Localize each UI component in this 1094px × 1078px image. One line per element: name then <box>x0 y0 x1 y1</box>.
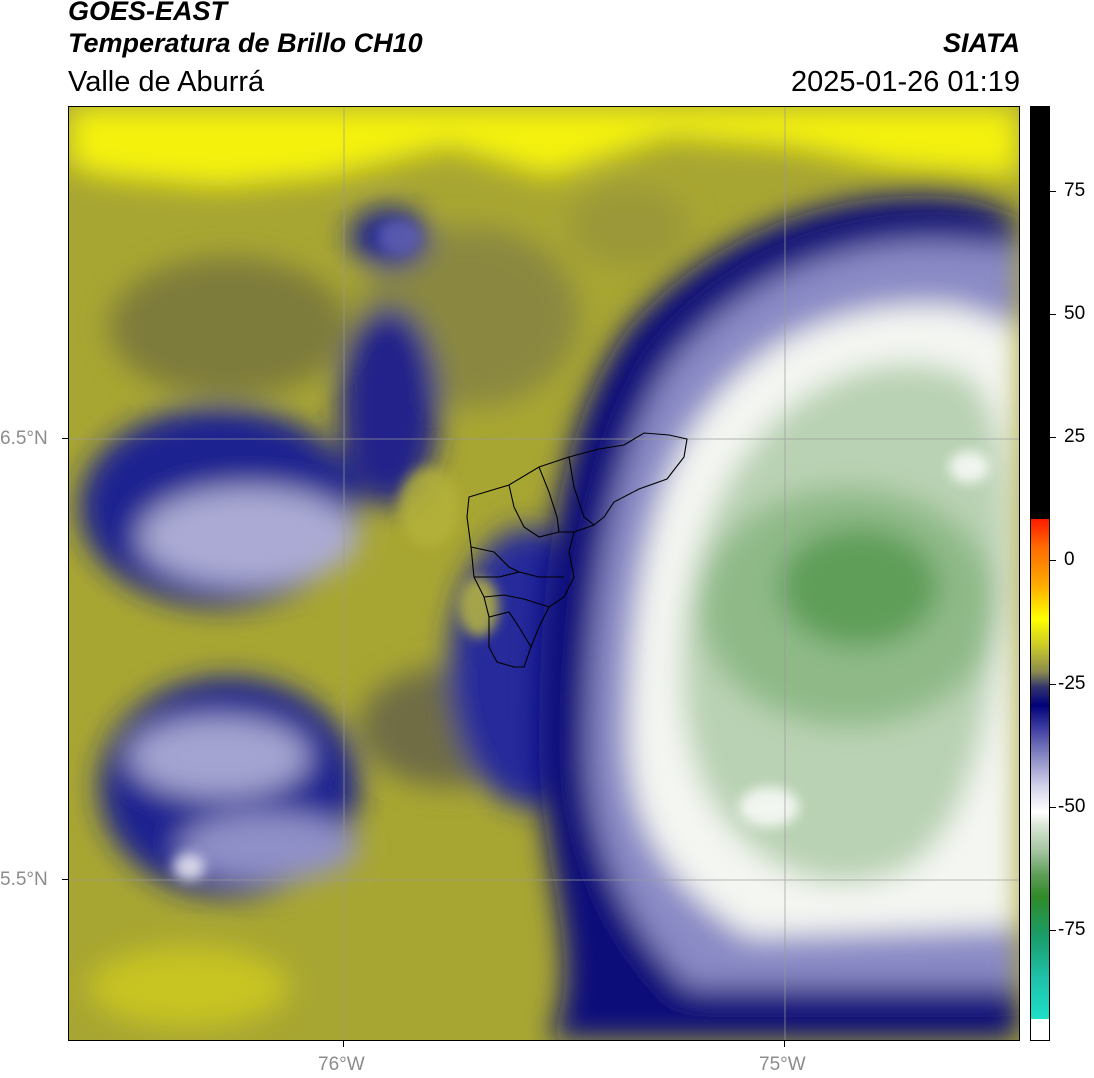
map-gridlines <box>69 107 1019 1040</box>
map-raster <box>69 107 1019 1040</box>
lon-label-76w: 76°W <box>318 1054 365 1075</box>
colorbar-tick <box>1050 191 1056 192</box>
colorbar-label-0: 0 <box>1064 549 1075 570</box>
colorbar-label-neg50: -50 <box>1058 796 1086 817</box>
lat-tick <box>62 879 68 880</box>
colorbar-tick <box>1050 930 1056 931</box>
colorbar-tick <box>1050 684 1056 685</box>
lon-label-75w: 75°W <box>759 1054 806 1075</box>
lat-label-6-5n: 6.5°N <box>0 428 48 449</box>
colorbar-label-neg25: -25 <box>1058 673 1086 694</box>
lon-tick <box>343 1041 344 1047</box>
colorbar-label-75: 75 <box>1064 180 1086 201</box>
colorbar-gradient <box>1031 107 1049 1040</box>
title-region: Valle de Aburrá <box>68 66 265 98</box>
brightness-temperature-map <box>68 106 1020 1041</box>
title-line-1: GOES-EAST <box>68 0 228 26</box>
temperature-colorbar <box>1030 106 1050 1041</box>
source-label: SIATA <box>943 28 1020 58</box>
lat-label-5-5n: 5.5°N <box>0 869 48 890</box>
colorbar-tick <box>1050 807 1056 808</box>
municipal-boundaries <box>466 432 688 668</box>
title-line-2: Temperatura de Brillo CH10 <box>68 28 423 58</box>
colorbar-tick <box>1050 314 1056 315</box>
colorbar-label-50: 50 <box>1064 303 1086 324</box>
colorbar-label-neg75: -75 <box>1058 919 1086 940</box>
lon-tick <box>784 1041 785 1047</box>
timestamp-label: 2025-01-26 01:19 <box>791 66 1020 98</box>
colorbar-tick <box>1050 560 1056 561</box>
colorbar-label-25: 25 <box>1064 426 1086 447</box>
lat-tick <box>62 438 68 439</box>
colorbar-tick <box>1050 437 1056 438</box>
